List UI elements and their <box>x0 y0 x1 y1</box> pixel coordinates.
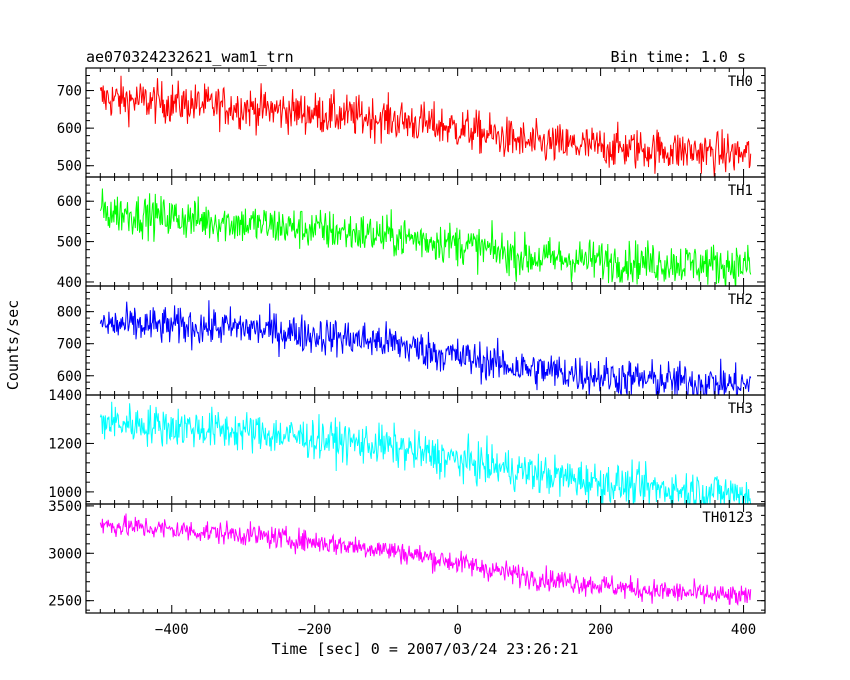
x-tick-label: 0 <box>453 622 461 638</box>
x-tick-label: 200 <box>588 622 613 638</box>
x-tick-label: 400 <box>731 622 756 638</box>
x-tick-label: −200 <box>298 622 332 638</box>
panel-th0: 500 600 700 TH0 <box>57 67 766 178</box>
panel-frame <box>85 285 766 396</box>
y-tick-label: 3000 <box>48 546 82 562</box>
y-tick-label: 800 <box>57 305 82 321</box>
y-tick-label: 700 <box>57 337 82 353</box>
y-tick-label: 600 <box>57 194 82 210</box>
panel-th1: 400 500 600 TH1 <box>57 176 766 291</box>
y-tick-label: 2500 <box>48 594 82 610</box>
panel-label-th0: TH0 <box>728 74 753 90</box>
x-axis-label: Time [sec] 0 = 2007/03/24 23:26:21 <box>271 640 578 658</box>
y-tick-label: 400 <box>57 275 82 291</box>
series-th1 <box>99 188 752 286</box>
panel-label-th3: TH3 <box>728 401 753 417</box>
series-th0123 <box>99 513 752 607</box>
x-tick-label: −400 <box>155 622 189 638</box>
bin-time-label: Bin time: 1.0 s <box>611 48 746 66</box>
y-tick-label: 1000 <box>48 485 82 501</box>
series-th0 <box>99 75 752 177</box>
panel-frame <box>85 503 766 614</box>
panels: 500 600 700 TH0 400 500 600 TH1 600 700 800 TH2 1000… <box>48 67 766 614</box>
x-axis: −400 −200 0 200 400 <box>155 622 756 638</box>
chart-title: ae070324232621_wam1_trn <box>86 48 294 66</box>
y-tick-label: 1400 <box>48 388 82 404</box>
y-tick-label: 500 <box>57 235 82 251</box>
y-tick-label: 1200 <box>48 436 82 452</box>
series-th2 <box>99 300 752 395</box>
panel-label-th2: TH2 <box>728 292 753 308</box>
y-tick-label: 3500 <box>48 499 82 515</box>
y-tick-label: 600 <box>57 369 82 385</box>
y-tick-label: 500 <box>57 159 82 175</box>
series-th3 <box>99 401 752 504</box>
y-tick-label: 700 <box>57 84 82 100</box>
panel-th3: 1000 1200 1400 TH3 <box>48 388 766 505</box>
panel-th2: 600 700 800 TH2 <box>57 285 766 396</box>
y-tick-label: 600 <box>57 121 82 137</box>
panel-label-th0123: TH0123 <box>702 510 753 526</box>
panel-label-th1: TH1 <box>728 183 753 199</box>
y-axis-label: Counts/sec <box>4 300 22 390</box>
panel-th0123: 2500 3000 3500 TH0123 <box>48 499 766 614</box>
